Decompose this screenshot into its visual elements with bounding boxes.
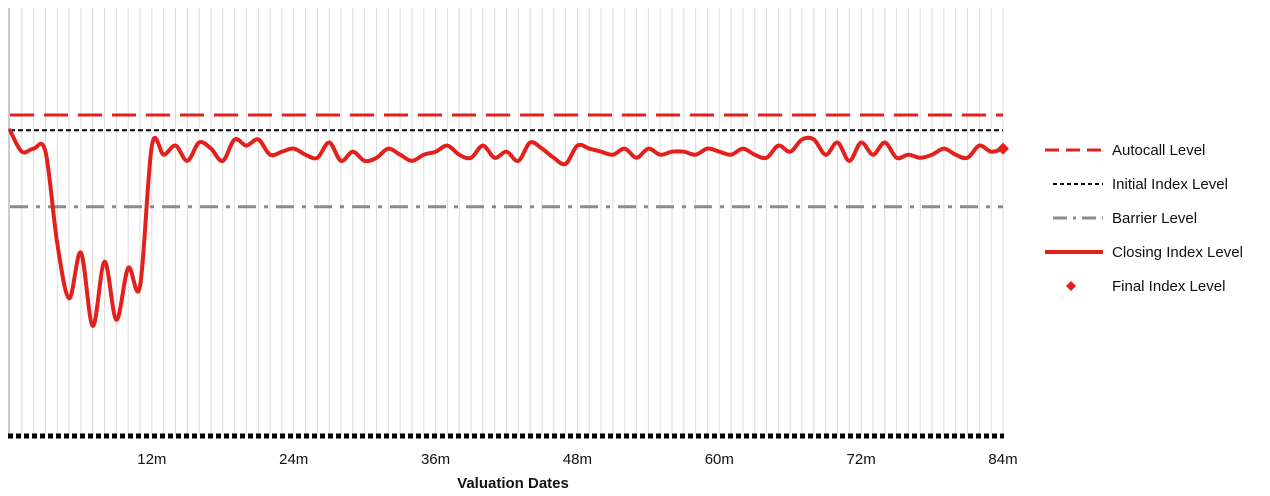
legend: Autocall Level Initial Index Level Barri… [1045,133,1265,303]
legend-item-final-index-level: Final Index Level [1045,269,1265,303]
x-tick-label: 24m [279,451,308,468]
long-dash-line-icon [1045,148,1103,152]
solid-line-icon [1045,250,1103,254]
reference-lines [10,113,1003,209]
final-index-marker [997,142,1009,155]
x-tick-label: 84m [988,451,1017,468]
final-index-diamond [997,142,1009,155]
short-dash-line-icon [1053,183,1103,185]
x-tick-label: 48m [563,451,592,468]
x-tick-label: 72m [847,451,876,468]
x-tick-label: 36m [421,451,450,468]
x-tick-label: 60m [705,451,734,468]
legend-label: Final Index Level [1112,277,1226,295]
legend-item-closing-index-level: Closing Index Level [1045,235,1265,269]
legend-item-autocall-level: Autocall Level [1045,133,1265,167]
legend-label: Autocall Level [1112,141,1206,159]
legend-item-initial-index-level: Initial Index Level [1045,167,1265,201]
diamond-marker-icon [1066,281,1076,291]
x-axis-title: Valuation Dates [457,475,569,492]
dash-dot-line-icon [1053,216,1103,220]
legend-label: Barrier Level [1112,209,1198,227]
legend-item-barrier-level: Barrier Level [1045,201,1265,235]
legend-label: Closing Index Level [1112,243,1243,261]
legend-label: Initial Index Level [1112,175,1228,193]
x-tick-label: 12m [137,451,166,468]
closing-index-line [8,128,1005,328]
x-tick-labels: 12m 24m 36m 48m 60m 72m 84m [137,451,1017,468]
grid-lines [21,8,1004,436]
